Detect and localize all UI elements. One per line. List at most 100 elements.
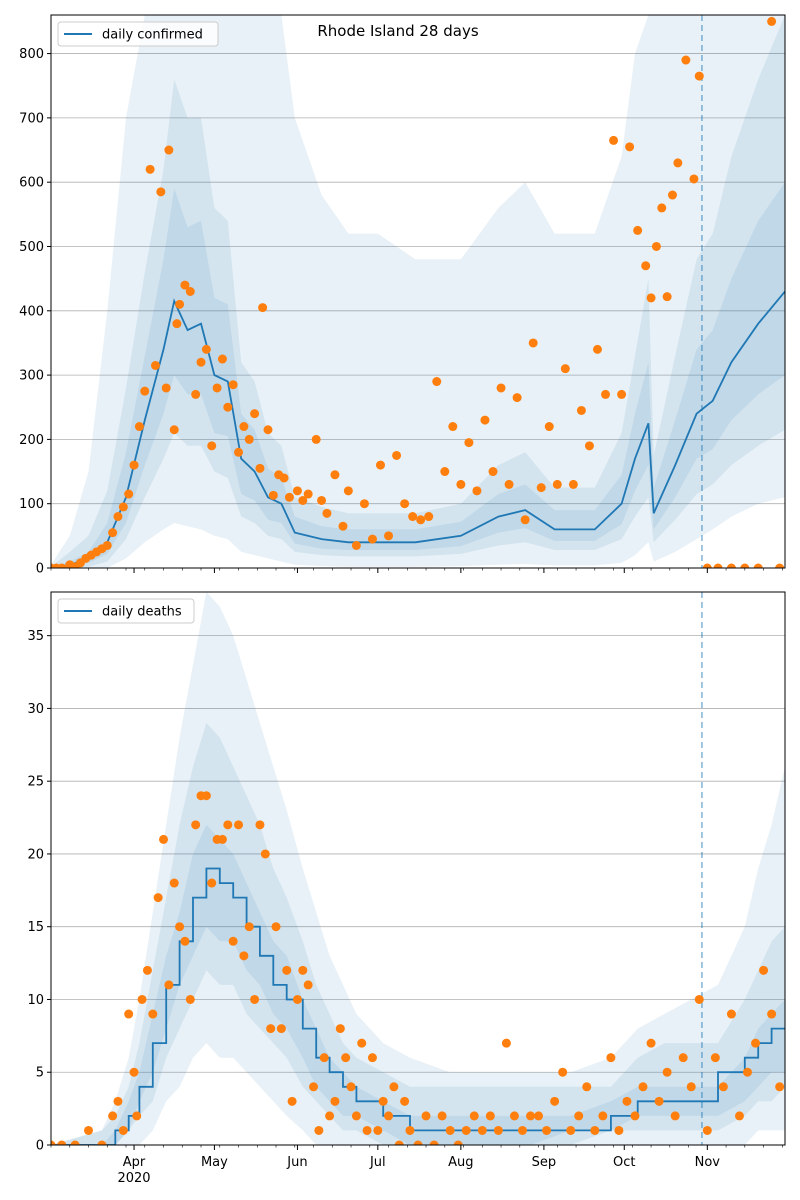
data-point (180, 280, 190, 290)
uncertainty-band (51, 182, 785, 568)
data-point (207, 441, 217, 451)
data-point (657, 203, 667, 213)
data-point (292, 994, 302, 1004)
data-point (309, 1082, 319, 1092)
data-point (400, 499, 410, 509)
data-point (694, 71, 704, 81)
data-point (759, 965, 769, 975)
y-tick-label: 600 (19, 176, 44, 191)
data-point (480, 415, 490, 425)
data-point (223, 820, 233, 830)
data-point (362, 1125, 372, 1135)
data-point (161, 383, 171, 393)
data-point (343, 486, 353, 496)
data-point (742, 1067, 752, 1077)
data-point (509, 1111, 519, 1121)
data-point (175, 299, 185, 309)
data-point (464, 438, 474, 448)
y-tick-label: 100 (19, 497, 44, 512)
data-point (118, 502, 128, 512)
data-point (775, 563, 785, 568)
data-point (108, 528, 118, 538)
data-point (667, 190, 677, 200)
data-point (552, 479, 562, 489)
data-point (633, 225, 643, 235)
data-point (544, 422, 554, 432)
data-point (359, 499, 369, 509)
uncertainty-band (51, 592, 785, 1145)
y-tick-label: 400 (19, 304, 44, 319)
data-point (260, 849, 270, 859)
data-point (132, 1111, 142, 1121)
data-point (542, 1125, 552, 1135)
data-point (175, 922, 185, 932)
data-point (335, 1024, 345, 1034)
data-point (212, 383, 222, 393)
data-point (118, 1125, 128, 1135)
data-point (292, 486, 302, 496)
data-point (234, 447, 244, 457)
data-point (432, 377, 442, 387)
data-point (156, 187, 166, 197)
data-point (250, 409, 260, 419)
data-point (477, 1125, 487, 1135)
data-point (207, 878, 217, 888)
data-point (582, 1082, 592, 1092)
data-point (367, 534, 377, 544)
y-tick-label: 300 (19, 369, 44, 384)
data-point (255, 820, 265, 830)
data-point (775, 1082, 785, 1092)
data-point (392, 450, 402, 460)
data-point (191, 820, 201, 830)
axes-frame (50, 591, 786, 1146)
data-point (622, 1096, 632, 1106)
data-point (485, 1111, 495, 1121)
data-point (710, 1053, 720, 1063)
data-point (702, 1125, 712, 1135)
data-point (651, 241, 661, 251)
data-point (641, 261, 651, 271)
data-point (654, 1096, 664, 1106)
data-point (625, 142, 635, 152)
data-point (512, 393, 522, 403)
data-point (255, 463, 265, 473)
data-point (751, 1038, 761, 1048)
data-point (185, 287, 195, 296)
data-point (389, 1082, 399, 1092)
data-point (228, 936, 238, 946)
data-point (601, 389, 611, 399)
data-point (598, 1111, 608, 1121)
data-point (501, 1038, 511, 1048)
data-point (416, 515, 426, 525)
data-point (185, 994, 195, 1004)
data-point (140, 386, 150, 396)
data-point (606, 1053, 616, 1063)
x-tick-label: Jun (286, 1155, 307, 1170)
data-point (384, 1111, 394, 1121)
data-point (341, 1053, 351, 1063)
data-point (421, 1111, 431, 1121)
data-point (70, 1140, 80, 1145)
data-point (574, 1111, 584, 1121)
data-point (102, 540, 112, 550)
y-tick-label: 15 (27, 920, 44, 935)
data-point (726, 1009, 736, 1019)
y-tick-label: 10 (27, 993, 44, 1008)
series-line (51, 290, 785, 568)
data-point (172, 319, 182, 329)
data-point (319, 1053, 329, 1063)
data-point (689, 174, 699, 184)
legend-box (57, 21, 219, 47)
data-point (592, 344, 602, 354)
data-point (97, 1140, 107, 1145)
data-point (330, 1096, 340, 1106)
data-point (448, 422, 458, 432)
data-point (590, 1125, 600, 1135)
data-point (338, 521, 348, 531)
data-point (384, 531, 394, 541)
data-point (670, 1111, 680, 1121)
data-point (129, 1067, 139, 1077)
data-point (408, 512, 418, 522)
data-point (378, 1096, 388, 1106)
